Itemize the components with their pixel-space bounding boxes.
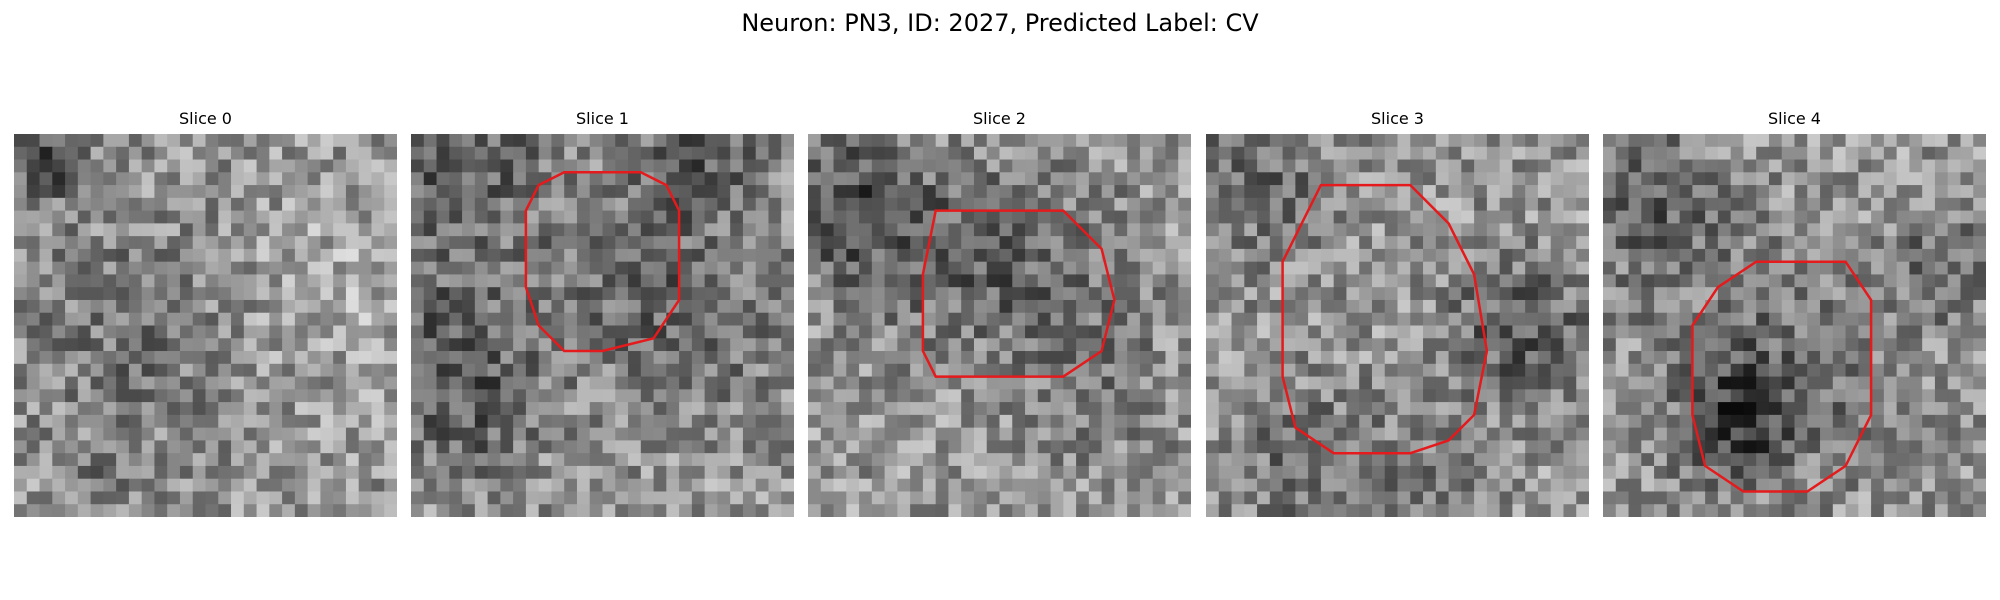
slice-panel-2: Slice 2 — [808, 108, 1191, 517]
pixel-grid-4 — [1603, 134, 1986, 517]
pixel-grid-1 — [411, 134, 794, 517]
roi-contour-2 — [921, 209, 1116, 378]
slice-panel-0: Slice 0 — [14, 108, 397, 517]
pixel-grid-3 — [1206, 134, 1589, 517]
slice-image-4 — [1603, 134, 1986, 517]
slice-image-3 — [1206, 134, 1589, 517]
slice-title-1: Slice 1 — [576, 109, 629, 128]
roi-contour-4 — [1691, 260, 1873, 493]
slice-image-1 — [411, 134, 794, 517]
figure-title: Neuron: PN3, ID: 2027, Predicted Label: … — [741, 9, 1259, 37]
roi-contour-1 — [524, 171, 681, 353]
slice-image-2 — [808, 134, 1191, 517]
pixel-grid-0 — [14, 134, 397, 517]
slice-title-4: Slice 4 — [1768, 109, 1821, 128]
slice-panel-3: Slice 3 — [1206, 108, 1589, 517]
pixel-grid-2 — [808, 134, 1191, 517]
slice-title-0: Slice 0 — [179, 109, 232, 128]
slice-panel-1: Slice 1 — [411, 108, 794, 517]
slice-title-2: Slice 2 — [973, 109, 1026, 128]
roi-contour-3 — [1281, 183, 1489, 455]
slice-panel-4: Slice 4 — [1603, 108, 1986, 517]
slice-title-3: Slice 3 — [1371, 109, 1424, 128]
slice-image-0 — [14, 134, 397, 517]
